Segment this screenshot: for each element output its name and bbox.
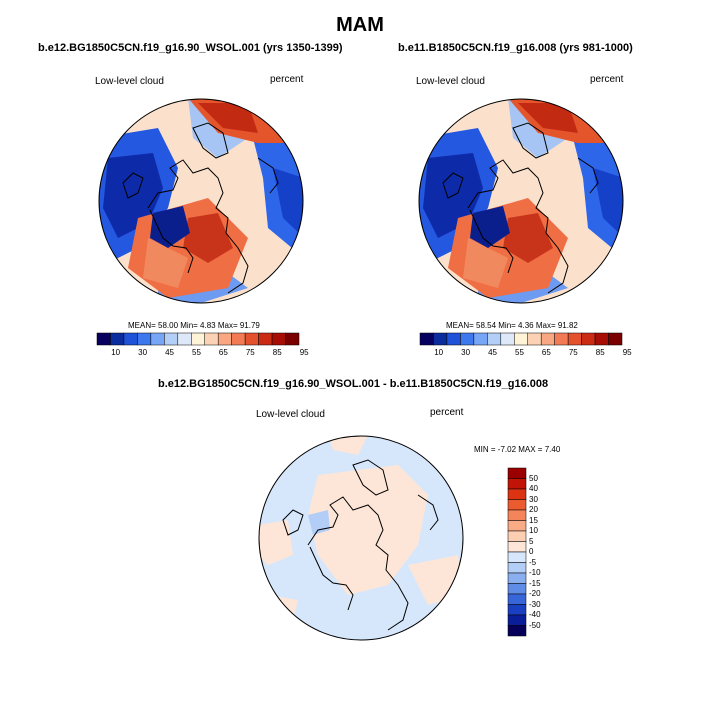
colorbar-swatch (150, 332, 165, 346)
figure-title: MAM (336, 14, 384, 36)
colorbar-swatch (507, 604, 527, 616)
colorbar-swatch (244, 332, 259, 346)
colorbar-tick-label: 75 (568, 348, 578, 357)
difference-units-label: percent (430, 407, 464, 418)
colorbar-tick-label: 85 (595, 348, 605, 357)
colorbar-tick-label: -15 (529, 578, 541, 588)
panel-1-stats: MEAN= 58.00 Min= 4.83 Max= 91.79 (128, 321, 260, 330)
colorbar-swatch (507, 478, 527, 490)
colorbar-swatch (177, 332, 192, 346)
colorbar-tick-label: 95 (299, 348, 309, 357)
colorbar-swatch (507, 467, 527, 479)
colorbar-swatch (507, 551, 527, 563)
colorbar-tick-label: 15 (529, 515, 538, 525)
colorbar-swatch (433, 332, 448, 346)
panel-2-colorbar (419, 332, 623, 346)
colorbar-tick-label: 45 (488, 348, 497, 357)
colorbar-tick-label: 45 (165, 348, 174, 357)
colorbar-swatch (419, 332, 434, 346)
colorbar-tick-label: 50 (529, 473, 538, 483)
difference-polar-map (258, 435, 464, 641)
colorbar-swatch (285, 332, 300, 346)
colorbar-tick-label: 95 (622, 348, 632, 357)
panel-2-units-label: percent (590, 74, 624, 85)
colorbar-swatch (473, 332, 488, 346)
colorbar-tick-label: -20 (529, 589, 541, 598)
colorbar-tick-label: -40 (529, 610, 541, 619)
colorbar-tick-label: 10 (111, 348, 121, 357)
colorbar-swatch (500, 332, 515, 346)
colorbar-tick-label: -10 (529, 568, 541, 577)
colorbar-swatch (507, 488, 527, 500)
colorbar-swatch (527, 332, 542, 346)
panel-2-variable-label: Low-level cloud (416, 76, 485, 87)
colorbar-swatch (507, 541, 527, 553)
colorbar-swatch (96, 332, 111, 346)
panel-2-polar-map (418, 98, 624, 304)
colorbar-tick-label: 10 (434, 348, 444, 357)
colorbar-swatch (507, 509, 527, 521)
colorbar-tick-label: 85 (272, 348, 282, 357)
colorbar-swatch (204, 332, 219, 346)
colorbar-swatch (608, 332, 623, 346)
colorbar-tick-label: 10 (529, 526, 538, 535)
colorbar-tick-label: 0 (529, 547, 534, 556)
difference-stats: MIN = -7.02 MAX = 7.40 (474, 445, 561, 454)
panel-1-polar-map (98, 98, 304, 304)
panel-1-title: b.e12.BG1850C5CN.f19_g16.90_WSOL.001 (yr… (38, 42, 343, 54)
colorbar-tick-label: 30 (138, 348, 148, 357)
colorbar-tick-label: 20 (529, 505, 538, 514)
colorbar-tick-label: 55 (192, 348, 201, 357)
difference-title: b.e12.BG1850C5CN.f19_g16.90_WSOL.001 - b… (158, 378, 549, 390)
panel-1-variable-label: Low-level cloud (95, 76, 164, 87)
colorbar-tick-label: 75 (245, 348, 255, 357)
colorbar-swatch (507, 520, 527, 532)
colorbar-swatch (554, 332, 569, 346)
colorbar-tick-label: -50 (529, 620, 541, 630)
colorbar-swatch (217, 332, 232, 346)
colorbar-swatch (507, 499, 527, 511)
colorbar-swatch (567, 332, 582, 346)
colorbar-swatch (594, 332, 609, 346)
colorbar-swatch (164, 332, 179, 346)
colorbar-swatch (507, 530, 527, 542)
colorbar-swatch (231, 332, 246, 346)
colorbar-swatch (191, 332, 205, 346)
colorbar-tick-label: -30 (529, 599, 541, 609)
colorbar-swatch (581, 332, 596, 346)
panel-1-colorbar (96, 332, 300, 346)
colorbar-swatch (540, 332, 555, 346)
colorbar-swatch (258, 332, 273, 346)
panel-1-units-label: percent (270, 74, 304, 85)
colorbar-tick-label: 5 (529, 536, 534, 546)
colorbar-tick-label: 65 (218, 348, 228, 357)
colorbar-tick-label: 30 (529, 494, 538, 504)
colorbar-swatch (137, 332, 152, 346)
colorbar-tick-label: 55 (515, 348, 524, 357)
colorbar-swatch (507, 614, 527, 626)
colorbar-swatch (123, 332, 138, 346)
colorbar-tick-label: -5 (529, 557, 537, 567)
panel-2-title: b.e11.B1850C5CN.f19_g16.008 (yrs 981-100… (398, 42, 633, 54)
colorbar-swatch (507, 625, 527, 637)
difference-variable-label: Low-level cloud (256, 409, 325, 420)
colorbar-tick-label: 40 (529, 484, 538, 493)
colorbar-swatch (487, 332, 502, 346)
colorbar-swatch (460, 332, 475, 346)
colorbar-swatch (110, 332, 125, 346)
colorbar-swatch (507, 583, 527, 595)
colorbar-tick-label: 30 (461, 348, 471, 357)
colorbar-swatch (271, 332, 286, 346)
panel-2-stats: MEAN= 58.54 Min= 4.36 Max= 91.82 (446, 321, 578, 330)
colorbar-tick-label: 65 (541, 348, 551, 357)
difference-colorbar (507, 467, 527, 637)
colorbar-swatch (514, 332, 528, 346)
colorbar-swatch (507, 572, 527, 584)
colorbar-swatch (446, 332, 461, 346)
colorbar-swatch (507, 593, 527, 605)
colorbar-swatch (507, 562, 527, 574)
